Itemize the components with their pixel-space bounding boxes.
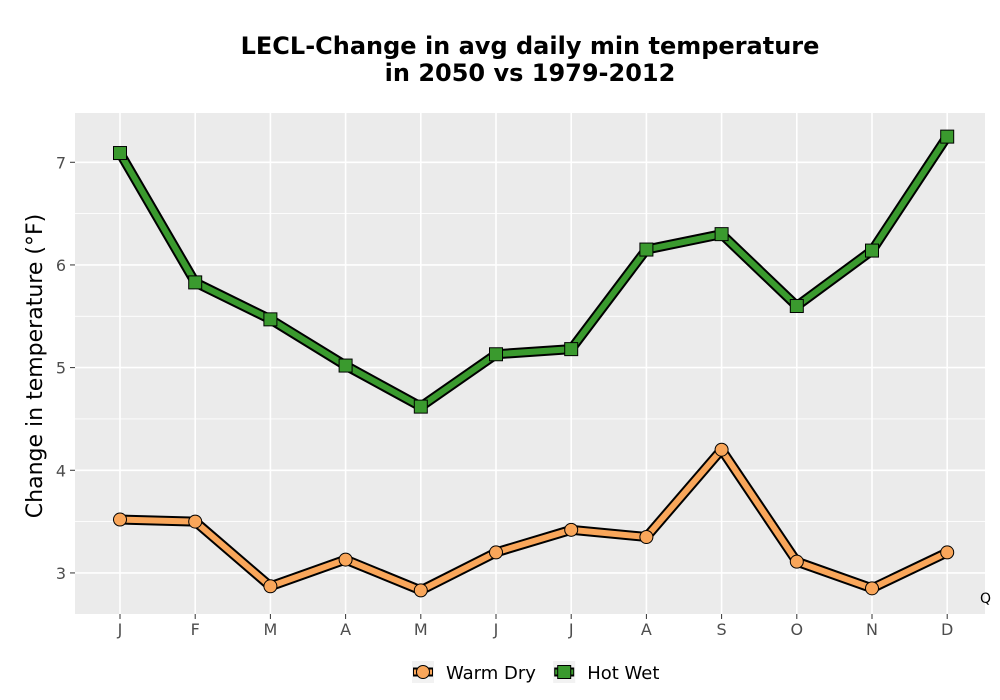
y-tick-label: 3 xyxy=(56,564,66,583)
x-tick-label: J xyxy=(568,620,574,639)
y-tick-label: 7 xyxy=(56,153,66,172)
data-point xyxy=(188,514,203,529)
series-hot-wet xyxy=(113,129,955,414)
x-tick-label: S xyxy=(717,620,727,639)
data-point xyxy=(714,227,729,242)
data-point xyxy=(113,512,127,527)
data-point xyxy=(489,347,503,362)
x-tick-label: O xyxy=(791,620,804,639)
data-point xyxy=(564,522,579,537)
legend-item: Warm Dry xyxy=(412,661,536,684)
data-point xyxy=(113,146,127,161)
x-tick-label: M xyxy=(263,620,277,639)
gridlines xyxy=(75,113,985,614)
axes: 3 4 5 6 7 J F M A M J J A S O N D xyxy=(56,153,954,639)
y-tick-label: 6 xyxy=(56,256,66,275)
data-point xyxy=(940,129,955,144)
y-axis-title: Change in temperature (°F) xyxy=(23,214,48,518)
series-layer xyxy=(113,129,955,598)
data-point xyxy=(338,552,353,567)
data-point xyxy=(413,399,428,414)
x-tick-label: F xyxy=(191,620,200,639)
corner-label: Q xyxy=(980,591,991,607)
legend: Warm Dry Hot Wet xyxy=(412,661,659,684)
data-point xyxy=(865,581,879,596)
legend-marker xyxy=(557,665,572,679)
data-point xyxy=(263,312,278,327)
legend-marker xyxy=(416,665,430,679)
x-tick-label: J xyxy=(493,620,499,639)
data-point xyxy=(338,358,353,373)
y-tick-label: 5 xyxy=(56,359,66,378)
data-point xyxy=(940,545,955,560)
legend-label: Warm Dry xyxy=(446,663,536,684)
data-point xyxy=(413,583,428,598)
chart-title-line-1: LECL-Change in avg daily min temperature xyxy=(241,32,820,60)
series-warm-dry xyxy=(113,442,955,598)
legend-label: Hot Wet xyxy=(587,663,659,684)
data-point xyxy=(789,299,804,314)
data-point xyxy=(714,442,729,457)
data-point xyxy=(489,545,503,560)
x-tick-label: A xyxy=(641,620,652,639)
data-point xyxy=(188,275,203,290)
x-tick-label: N xyxy=(866,620,878,639)
data-point xyxy=(639,242,654,257)
chart-title-line-2: in 2050 vs 1979-2012 xyxy=(385,59,676,87)
x-tick-label: M xyxy=(414,620,428,639)
data-point xyxy=(865,243,879,258)
data-point xyxy=(789,554,804,569)
data-point xyxy=(263,579,278,594)
series-line xyxy=(117,133,951,410)
series-line xyxy=(117,446,951,594)
data-point xyxy=(639,530,654,545)
data-point xyxy=(564,342,579,357)
plot-panel xyxy=(75,113,985,614)
x-tick-label: D xyxy=(941,620,953,639)
x-tick-label: A xyxy=(340,620,351,639)
x-tick-label: J xyxy=(117,620,123,639)
y-tick-label: 4 xyxy=(56,461,66,480)
legend-item: Hot Wet xyxy=(553,661,659,684)
